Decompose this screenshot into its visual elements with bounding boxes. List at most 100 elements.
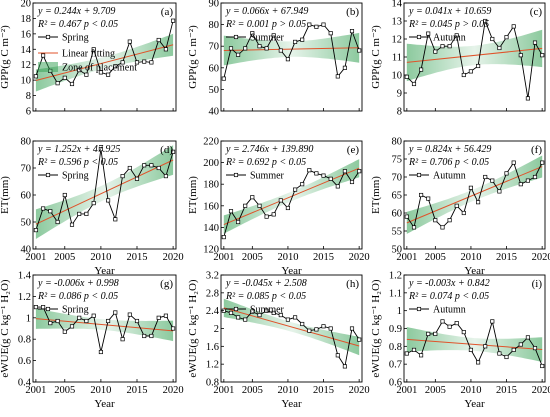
data-point: [77, 68, 82, 73]
data-point: [142, 59, 147, 64]
data-point: [250, 309, 255, 314]
y-tick-label: 70: [392, 173, 403, 184]
data-point: [476, 200, 481, 205]
data-point: [404, 74, 409, 79]
data-point: [511, 347, 516, 352]
data-point: [411, 81, 417, 87]
legend-label: Spring: [62, 305, 89, 316]
data-point: [84, 72, 89, 77]
data-point: [328, 31, 333, 36]
x-tick-label: 2020: [349, 252, 370, 263]
data-point: [342, 169, 347, 174]
y-tick-label: 50: [209, 85, 220, 96]
x-tick-label: 2001: [396, 252, 417, 263]
data-point: [55, 219, 60, 225]
data-point: [98, 70, 103, 75]
data-point: [314, 327, 319, 332]
data-point: [91, 47, 96, 52]
regression-equation: y = -0.045x + 2.508: [225, 278, 307, 289]
data-point: [357, 48, 362, 53]
x-tick-label: 2010: [277, 252, 298, 263]
x-tick-label: 2001: [213, 385, 234, 396]
regression-equation: y = 1.252x + 47.925: [37, 144, 120, 155]
data-point: [98, 349, 103, 355]
y-tick-label: 8: [397, 107, 402, 118]
y-tick-label: 60: [392, 209, 403, 220]
data-point: [236, 52, 241, 57]
legend-label: Linear fitting: [62, 49, 115, 60]
y-axis-title: eWUE(g C kg⁻¹ H₂O): [187, 279, 199, 378]
x-axis-title: Year: [464, 265, 485, 277]
y-tick-label: 65: [392, 191, 403, 202]
data-point: [228, 310, 234, 315]
y-axis-title: GPP(g C m⁻²): [187, 25, 199, 89]
data-point: [440, 225, 445, 230]
panel-b: 40 50 60 70 80 90 GPP(g C m⁻²) y = 0.066x + 67.…: [187, 0, 363, 118]
plot-frame: [32, 274, 177, 383]
x-axis-title: Year: [464, 398, 485, 410]
legend-label: Spring: [62, 33, 89, 44]
data-point: [127, 312, 132, 317]
data-point: [468, 69, 473, 74]
data-point: [454, 321, 459, 326]
regression-equation: y = 2.746x + 139.890: [225, 144, 313, 155]
legend-series-marker: [416, 306, 422, 312]
legend-label: Zone of placement: [62, 63, 137, 74]
data-point: [271, 310, 276, 315]
data-point: [454, 203, 459, 208]
y-tick-label: 14: [392, 0, 403, 10]
y-tick-label: 60: [209, 63, 220, 74]
data-point: [69, 222, 75, 227]
data-point: [120, 174, 125, 179]
data-point: [321, 324, 326, 329]
data-point: [127, 165, 132, 171]
y-tick-label: 0.8: [18, 335, 31, 346]
legend-series-marker: [416, 34, 422, 40]
data-point: [257, 44, 262, 49]
y-axis-title: eWUE(g C kg⁻¹ H₂O): [370, 279, 382, 378]
x-tick-label: 2020: [163, 252, 184, 263]
r-squared-text: R² = 0.085 p < 0.05: [225, 291, 306, 302]
data-point: [335, 184, 340, 189]
data-point: [440, 44, 445, 49]
x-tick-label: 2001: [25, 385, 46, 396]
data-point: [156, 37, 161, 43]
y-tick-label: 3.2: [206, 271, 219, 282]
y-tick-label: 1.1: [389, 288, 402, 299]
data-point: [156, 165, 161, 171]
y-tick-label: 0.8: [389, 342, 402, 353]
data-point: [134, 176, 140, 181]
data-point: [285, 205, 290, 211]
data-point: [48, 209, 53, 214]
data-point: [69, 81, 75, 87]
y-axis-title: ET(mm): [187, 176, 199, 214]
panel-letter: (f): [531, 144, 542, 156]
y-tick-label: 1.2: [18, 292, 31, 303]
data-point: [342, 65, 347, 70]
data-point: [127, 39, 132, 44]
data-point: [476, 63, 481, 69]
data-point: [426, 31, 431, 36]
data-point: [447, 324, 452, 329]
y-tick-label: 80: [21, 137, 32, 148]
panel-g: 0.4 0.6 0.8 1 1.2 1.4 2001 2005 2010 2015 2020 eWUE…: [0, 271, 184, 411]
data-point: [404, 214, 409, 219]
data-point: [236, 219, 241, 225]
y-tick-label: 2.8: [206, 288, 219, 299]
y-axis-title: ET(mm): [0, 176, 11, 214]
data-point: [149, 163, 154, 168]
r-squared-text: R² = 0.467 p < 0.05: [37, 19, 118, 30]
panel-letter: (b): [346, 6, 359, 18]
data-point: [468, 347, 473, 352]
data-point: [426, 331, 431, 336]
data-point: [264, 308, 269, 313]
x-tick-label: 2005: [425, 252, 446, 263]
fit-line: [35, 159, 174, 225]
data-point: [163, 174, 168, 179]
data-point: [91, 201, 96, 206]
data-point: [278, 48, 283, 53]
y-tick-label: 1: [26, 313, 31, 324]
y-tick-label: 16: [21, 29, 32, 40]
legend-label: Autumn: [433, 171, 466, 182]
